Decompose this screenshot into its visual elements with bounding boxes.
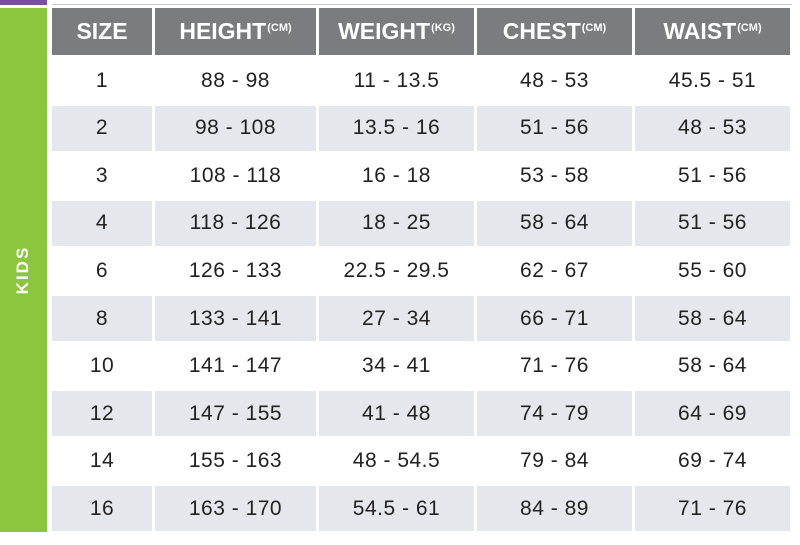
table-cell: 51 - 56	[678, 163, 747, 187]
header-label: WEIGHT	[338, 18, 431, 44]
table-cell: 3	[95, 163, 109, 187]
table-cell: 34 - 41	[362, 354, 431, 378]
table-cell: 6	[95, 258, 109, 282]
table-cell: 141 - 147	[188, 354, 283, 378]
table-cell: 88 - 98	[201, 68, 270, 92]
header-unit: (KG)	[431, 21, 455, 34]
table-cell: 54.5 - 61	[319, 486, 474, 532]
table-cell: 58 - 64	[477, 200, 632, 246]
table-cell: 27 - 34	[319, 296, 474, 341]
table-cell: 64 - 69	[635, 391, 790, 437]
header-label: SIZE	[76, 18, 128, 44]
side-strip	[0, 8, 47, 532]
header-unit: (CM)	[267, 21, 292, 34]
header-cell: HEIGHT (CM)	[155, 8, 316, 55]
table-cell: 69 - 74	[678, 449, 747, 473]
table-cell: 4	[52, 200, 152, 246]
table-cell: 79 - 84	[520, 449, 589, 473]
header-cell: CHEST (CM)	[477, 8, 632, 55]
table-cell: 58 - 64	[635, 296, 790, 341]
table-cell: 10	[89, 354, 115, 378]
table-cell: 98 - 108	[155, 105, 316, 151]
table-cell: 108 - 118	[189, 163, 282, 187]
table-cell: 71 - 76	[635, 486, 790, 532]
table-cell: 58 - 64	[678, 354, 747, 378]
table-cell: 48 - 53	[520, 68, 589, 92]
table-cell: 147 - 155	[155, 391, 316, 437]
table-cell: 41 - 48	[319, 391, 474, 437]
header-label: WAIST	[663, 18, 737, 44]
table-cell: 71 - 76	[520, 354, 589, 378]
table-cell: 133 - 141	[155, 296, 316, 341]
table-cell: 13.5 - 16	[319, 105, 474, 151]
table-cell: 11 - 13.5	[353, 68, 440, 92]
table-cell: 22.5 - 29.5	[343, 258, 450, 282]
table-cell: 163 - 170	[155, 486, 316, 532]
table-cell: 51 - 56	[477, 105, 632, 151]
table-cell: 55 - 60	[678, 258, 747, 282]
table-cell: 126 - 133	[188, 258, 283, 282]
header-label: CHEST	[502, 18, 581, 44]
side-label: KIDS	[13, 245, 32, 295]
table-cell: 51 - 56	[635, 200, 790, 246]
table-cell: 84 - 89	[477, 486, 632, 532]
table-cell: 66 - 71	[477, 296, 632, 341]
header-cell: WAIST (CM)	[635, 8, 790, 55]
table-cell: 12	[52, 391, 152, 437]
header-cell: WEIGHT (KG)	[319, 8, 474, 55]
table-cell: 18 - 25	[319, 200, 474, 246]
table-cell: 45.5 - 51	[668, 68, 757, 92]
header-label: HEIGHT	[179, 18, 267, 44]
table-cell: 1	[95, 68, 109, 92]
table-cell: 8	[52, 296, 152, 341]
table-cell: 155 - 163	[188, 449, 283, 473]
table-cell: 53 - 58	[520, 163, 589, 187]
table-cell: 2	[52, 105, 152, 151]
top-rule	[52, 0, 792, 5]
purple-accent	[0, 0, 47, 5]
header-cell: SIZE	[52, 8, 152, 55]
table-cell: 48 - 53	[635, 105, 790, 151]
table-cell: 62 - 67	[520, 258, 589, 282]
table-cell: 48 - 54.5	[352, 449, 441, 473]
table-cell: 118 - 126	[155, 200, 316, 246]
table-cell: 74 - 79	[477, 391, 632, 437]
header-unit: (CM)	[581, 21, 607, 34]
header-unit: (CM)	[737, 21, 762, 34]
table-cell: 16 - 18	[362, 163, 431, 187]
table-cell: 16	[52, 486, 152, 532]
table-cell: 14	[89, 449, 115, 473]
